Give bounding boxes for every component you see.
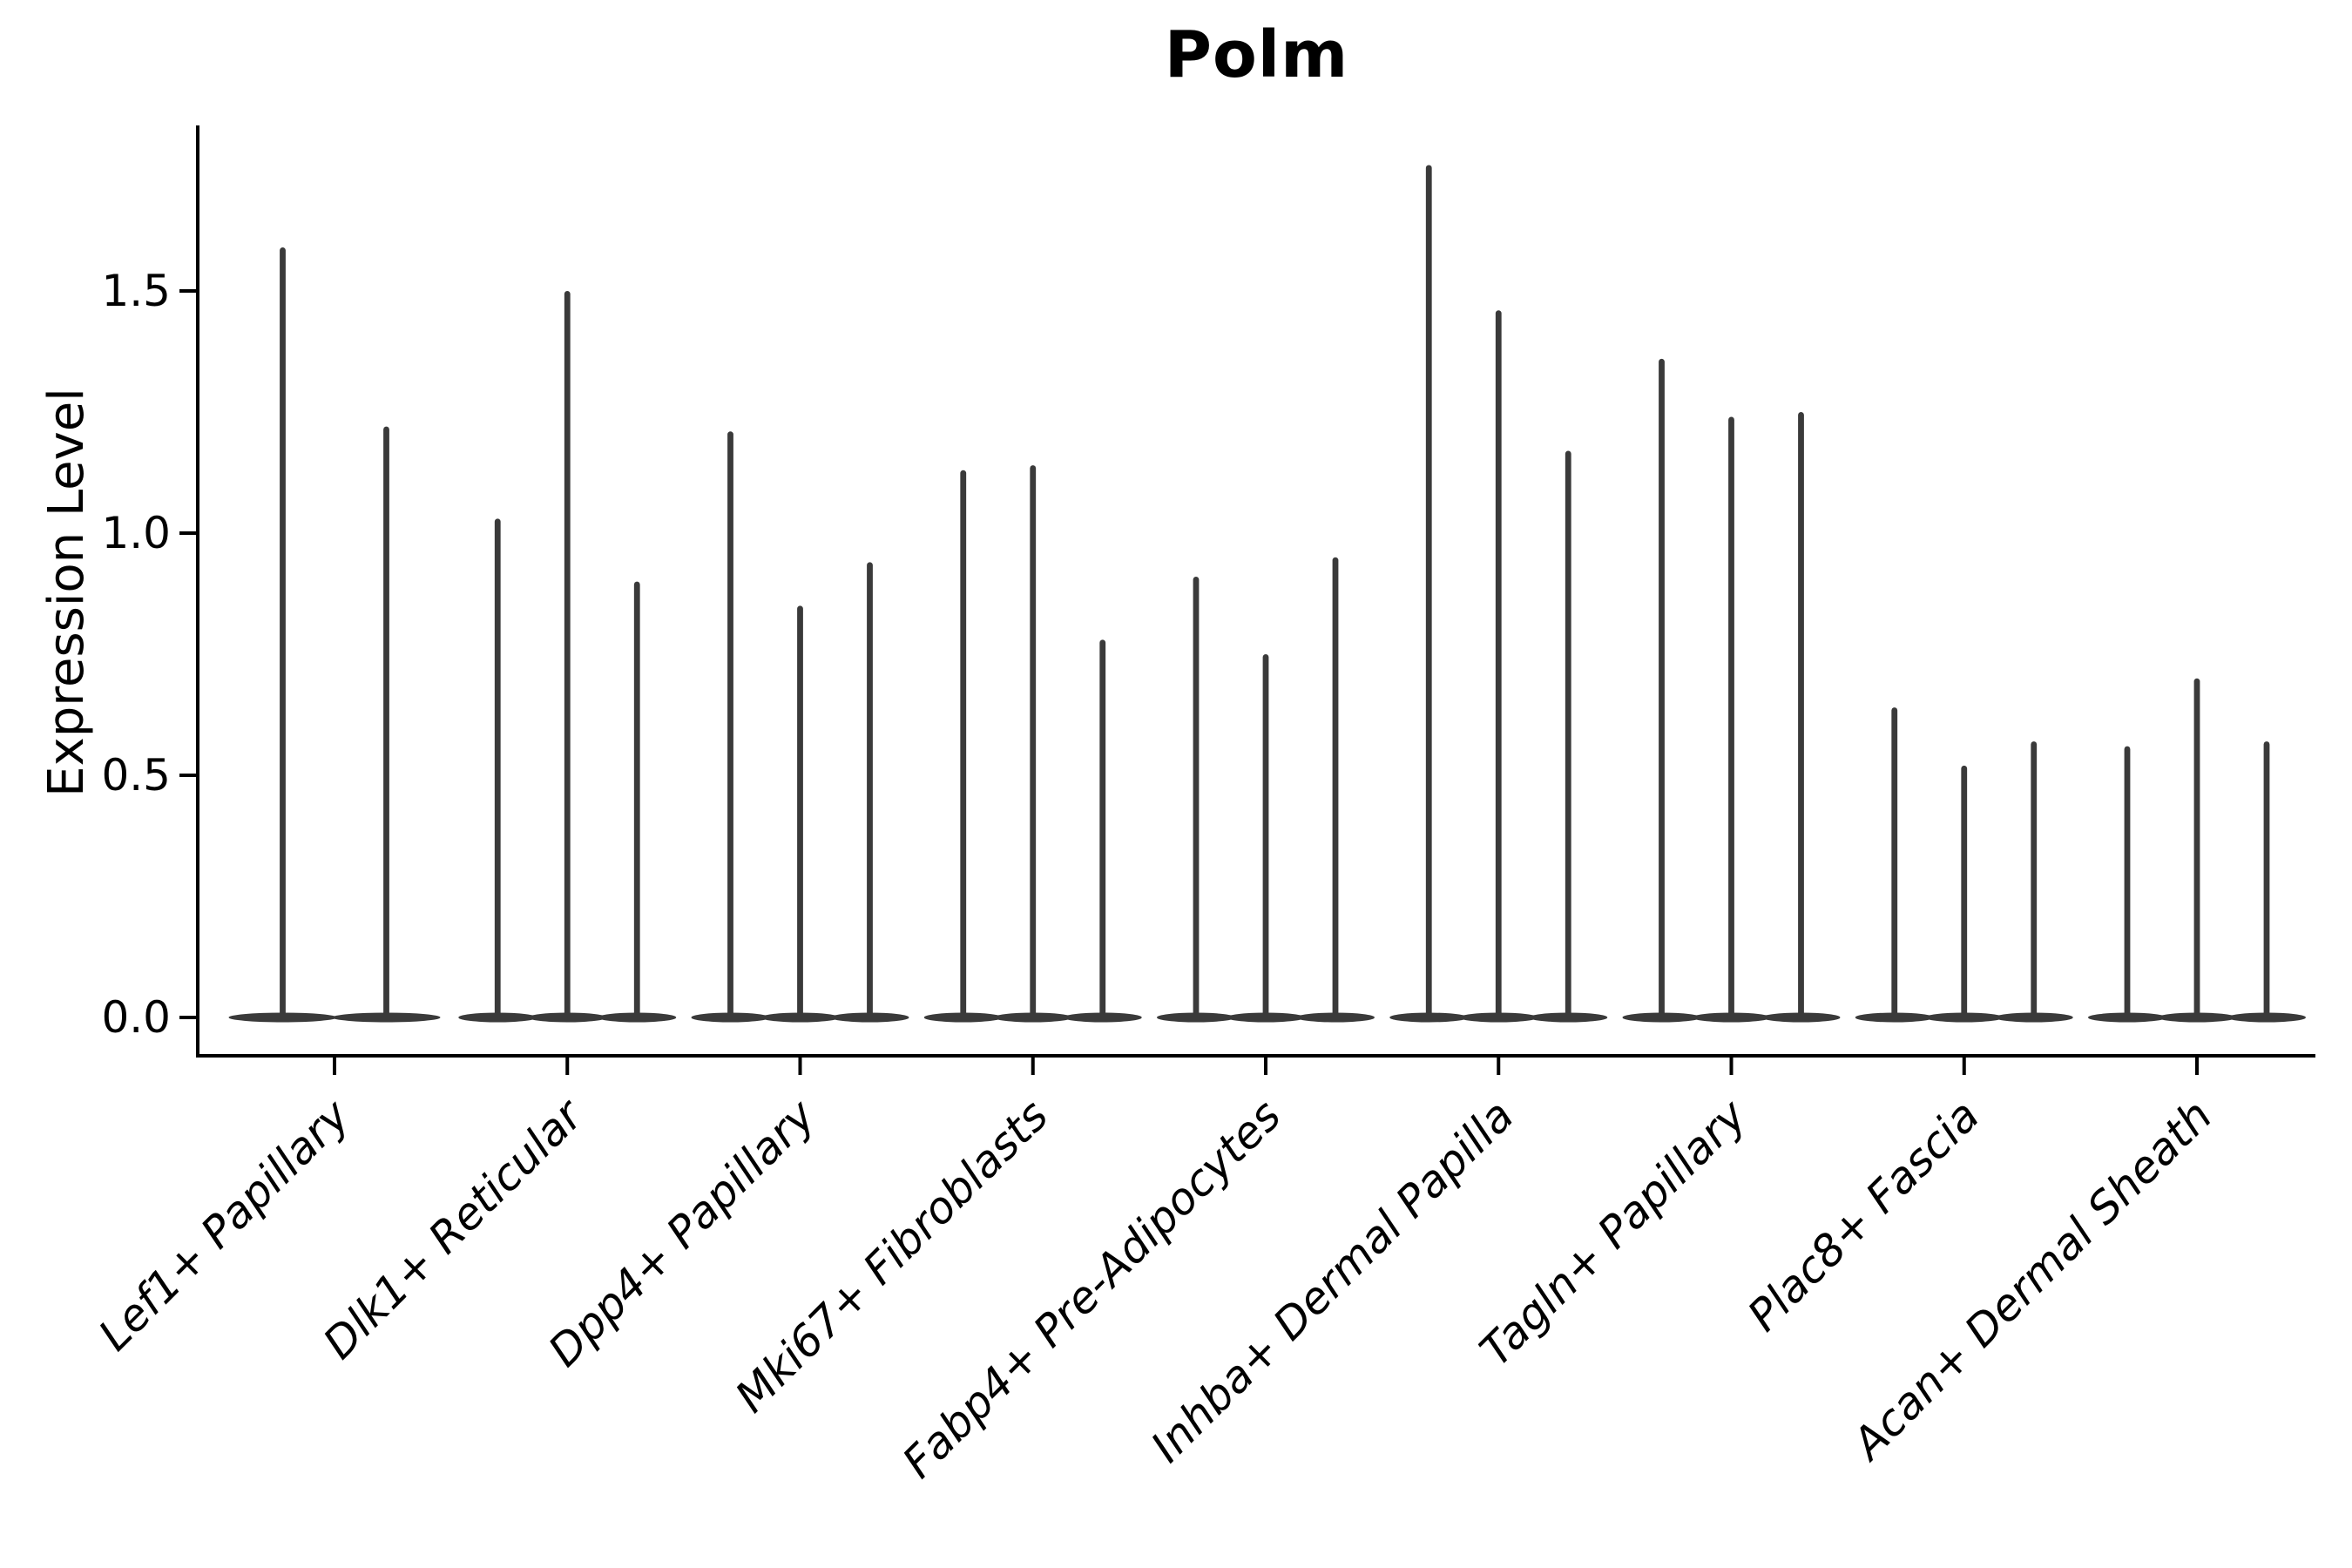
- violin-needle: [1891, 707, 1898, 1023]
- violin-needle: [2193, 678, 2200, 1023]
- violin-needle: [383, 426, 389, 1023]
- y-tick-label: 1.0: [101, 508, 171, 558]
- violin-needle: [1659, 358, 1665, 1023]
- violin-needle: [1495, 310, 1502, 1023]
- violin-needle: [797, 605, 803, 1023]
- violin-needle: [2263, 741, 2270, 1023]
- x-tick-label: Lef1+ Papillary: [89, 1089, 360, 1360]
- violin-needle: [1425, 165, 1432, 1023]
- violin-needle: [1728, 416, 1734, 1023]
- x-tick-label: Fabp4+ Pre-Adipocytes: [893, 1090, 1291, 1488]
- chart-title: Polm: [1164, 17, 1349, 92]
- violin-needle: [1565, 450, 1571, 1023]
- y-tick-label: 1.5: [101, 266, 171, 316]
- violin-needle: [1193, 577, 1200, 1023]
- violin-needle: [2124, 746, 2131, 1023]
- violin-needle: [1798, 412, 1804, 1023]
- violin-needle: [633, 581, 640, 1023]
- violin-needle: [1961, 765, 1968, 1023]
- violin-needle: [564, 291, 571, 1023]
- violin-needle: [280, 247, 286, 1023]
- violin-needle: [960, 470, 967, 1023]
- violin-needle: [1099, 639, 1106, 1023]
- violin-needle: [867, 562, 873, 1023]
- x-tick-label: Plac8+ Fascia: [1738, 1090, 1989, 1341]
- violin-needle: [2031, 741, 2038, 1023]
- y-tick-label: 0.5: [101, 750, 171, 801]
- violin-needle: [1332, 557, 1339, 1023]
- violin-needle: [1262, 654, 1269, 1023]
- violin-needle: [727, 431, 733, 1023]
- y-tick-label: 0.0: [101, 992, 171, 1043]
- violin-needle: [1030, 465, 1037, 1023]
- violin-needle: [494, 518, 501, 1023]
